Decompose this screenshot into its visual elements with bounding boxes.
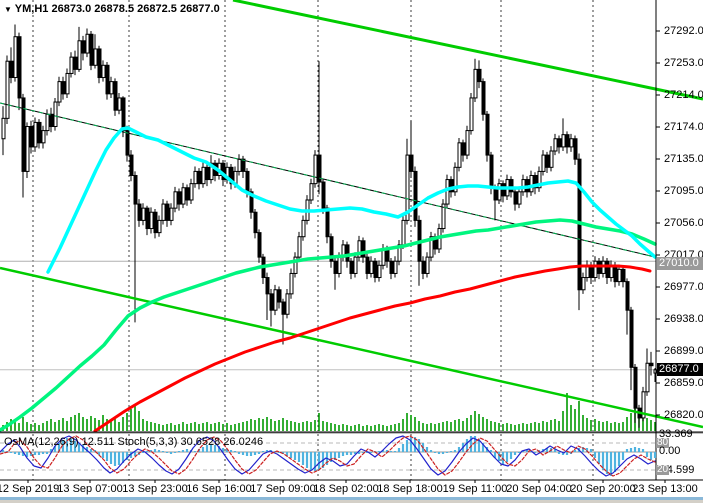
open-value: 26873.0 xyxy=(51,3,92,15)
bid-price-box: 26877.0 xyxy=(657,363,703,376)
time-axis-label: 13 Sep 23:00 xyxy=(122,483,188,495)
price-axis-label: 27214.0 xyxy=(664,89,703,101)
low-value: 26872.5 xyxy=(137,3,177,15)
time-axis-label: 18 Sep 02:00 xyxy=(313,483,379,495)
time-axis-label: 13 Sep 07:00 xyxy=(57,483,123,495)
time-axis-label: 12 Sep 2019 xyxy=(0,483,60,495)
time-axis-label: 23 Sep 13:00 xyxy=(632,483,698,495)
time-axis-label: 20 Sep 04:00 xyxy=(506,483,572,495)
close-value: 26877.0 xyxy=(179,3,220,15)
symbol-period-label: YM,H1 xyxy=(14,3,49,15)
price-axis-label: 27056.0 xyxy=(664,217,703,229)
window-bottom-edge xyxy=(0,500,703,503)
level-price-box: 27010.0 xyxy=(657,257,703,270)
stoch-level-20-box: 20 xyxy=(656,464,670,475)
price-axis-label: 26820.0 xyxy=(664,409,703,421)
price-axis-label: 27095.0 xyxy=(664,185,703,197)
price-axis-label: 26899.0 xyxy=(664,345,703,357)
price-axis-label: 26977.0 xyxy=(664,281,703,293)
osma-scale-bottom: -34.599 xyxy=(657,464,695,476)
price-axis-label: 27253.0 xyxy=(664,57,703,69)
window-bottom-accent xyxy=(0,497,703,500)
price-axis-label: 27017.0 xyxy=(664,249,703,261)
price-axis-label: 27135.0 xyxy=(664,153,703,165)
osma-scale-zero: 0.00 xyxy=(659,445,681,457)
time-axis-label: 20 Sep 20:00 xyxy=(570,483,636,495)
stoch-level-80-box: 80 xyxy=(656,437,670,448)
high-value: 26878.5 xyxy=(94,3,135,15)
price-axis-label: 26938.0 xyxy=(664,313,703,325)
price-axis-label: 27292.0 xyxy=(664,25,703,37)
price-axis-label: 26859.0 xyxy=(664,377,703,389)
indicator-label: OsMA(12,26,9) 12.511 Stoch(5,3,3) 30.652… xyxy=(4,436,264,448)
symbol-dropdown-arrow-icon[interactable]: ▼ xyxy=(4,5,12,14)
time-axis-label: 18 Sep 18:00 xyxy=(377,483,443,495)
volume-bars xyxy=(2,393,656,431)
osma-scale-top: 33.369 xyxy=(659,428,693,440)
time-axis-label: 16 Sep 16:00 xyxy=(186,483,252,495)
symbol-ohlc-header: ▼ YM,H1 26873.0 26878.5 26872.5 26877.0 xyxy=(4,3,220,15)
price-axis-label: 27174.0 xyxy=(664,121,703,133)
time-axis-label: 19 Sep 11:00 xyxy=(442,483,508,495)
candles-layer xyxy=(1,24,658,428)
time-axis-label: 17 Sep 09:00 xyxy=(250,483,316,495)
